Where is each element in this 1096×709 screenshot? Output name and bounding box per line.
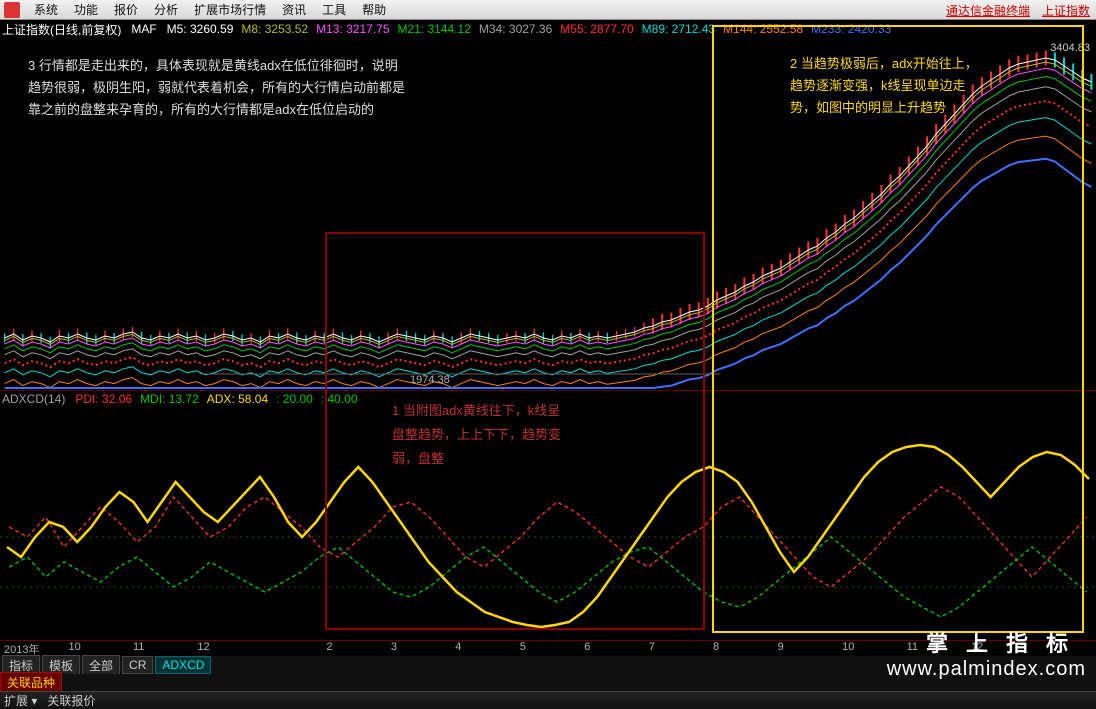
ma-value: M21: 3144.12 <box>398 22 471 36</box>
time-tick: 12 <box>193 641 257 656</box>
ma-value: M34: 3027.36 <box>479 22 552 36</box>
menu-工具[interactable]: 工具 <box>314 1 354 19</box>
ma-value: M5: 3260.59 <box>167 22 234 36</box>
menu-帮助[interactable]: 帮助 <box>354 1 394 19</box>
ma-value: M233: 2420.33 <box>811 22 891 36</box>
sub-value: ADX: 58.04 <box>207 392 268 406</box>
annotation-3: 3 行情都是走出来的，具体表现就是黄线adx在低位徘徊时，说明趋势很弱，极阴生阳… <box>28 55 408 121</box>
sub-value: PDI: 32.06 <box>75 392 132 406</box>
menu-功能[interactable]: 功能 <box>66 1 106 19</box>
annotation-1: 1 当附图adx黄线往下，k线呈盘整趋势，上上下下，趋势变弱，盘整 <box>392 399 572 471</box>
watermark-title: 掌上指标 <box>887 626 1086 658</box>
menu-资讯[interactable]: 资讯 <box>274 1 314 19</box>
ma-value: M8: 3253.52 <box>241 22 308 36</box>
app-icon <box>4 2 20 18</box>
tab-ADXCD[interactable]: ADXCD <box>155 656 211 674</box>
watermark-url: www.palmindex.com <box>887 658 1086 681</box>
bottom-item[interactable]: 扩展 ▾ <box>4 692 37 709</box>
menu-系统[interactable]: 系统 <box>26 1 66 19</box>
sub-chart[interactable]: ADXCD(14) PDI: 32.06 MDI: 13.72 ADX: 58.04… <box>0 390 1096 640</box>
ma-value: M13: 3217.75 <box>316 22 389 36</box>
time-tick: 3 <box>387 641 451 656</box>
indicator-name: MAF <box>131 22 156 36</box>
low-price-label: 1974.38 <box>410 374 450 386</box>
menu-bar: 系统功能报价分析扩展市场行情资讯工具帮助 通达信金融终端 上证指数 <box>0 0 1096 20</box>
status-bar: 扩展 ▾ 关联报价 <box>0 691 1096 709</box>
assoc-tab[interactable]: 关联品种 <box>0 672 62 693</box>
sub-indicator-name: ADXCD(14) <box>2 392 65 406</box>
time-tick: 5 <box>516 641 580 656</box>
ma-value: M144: 2552.58 <box>723 22 803 36</box>
tab-CR[interactable]: CR <box>122 656 153 674</box>
peak-price-label: 3404.83 <box>1050 42 1090 54</box>
menu-报价[interactable]: 报价 <box>106 1 146 19</box>
link-terminal[interactable]: 通达信金融终端 <box>946 2 1030 19</box>
sub-value: : 20.00 <box>276 392 313 406</box>
menu-right-links: 通达信金融终端 上证指数 <box>946 0 1090 20</box>
time-tick <box>258 641 322 656</box>
main-indicator-strip: 上证指数(日线,前复权) MAF M5: 3260.59 M8: 3253.52 M… <box>0 20 1096 38</box>
time-tick: 8 <box>709 641 773 656</box>
sub-value: MDI: 13.72 <box>140 392 199 406</box>
time-tick: 11 <box>129 641 193 656</box>
bottom-item[interactable]: 关联报价 <box>47 692 95 709</box>
menu-分析[interactable]: 分析 <box>146 1 186 19</box>
sub-value: : 40.00 <box>321 392 358 406</box>
time-tick: 9 <box>774 641 838 656</box>
time-tick: 7 <box>645 641 709 656</box>
time-tick: 4 <box>451 641 515 656</box>
tab-全部[interactable]: 全部 <box>82 655 120 676</box>
chart-name: 上证指数(日线,前复权) <box>2 21 121 38</box>
time-tick: 2 <box>322 641 386 656</box>
link-index[interactable]: 上证指数 <box>1042 2 1090 19</box>
annotation-2: 2 当趋势极弱后，adx开始往上，趋势逐渐变强，k线呈现单边走势，如图中的明显上… <box>790 53 990 119</box>
menu-扩展市场行情[interactable]: 扩展市场行情 <box>186 1 274 19</box>
watermark: 掌上指标 www.palmindex.com <box>887 626 1086 681</box>
time-tick: 6 <box>580 641 644 656</box>
ma-value: M89: 2712.43 <box>642 22 715 36</box>
ma-value: M55: 2877.70 <box>560 22 633 36</box>
